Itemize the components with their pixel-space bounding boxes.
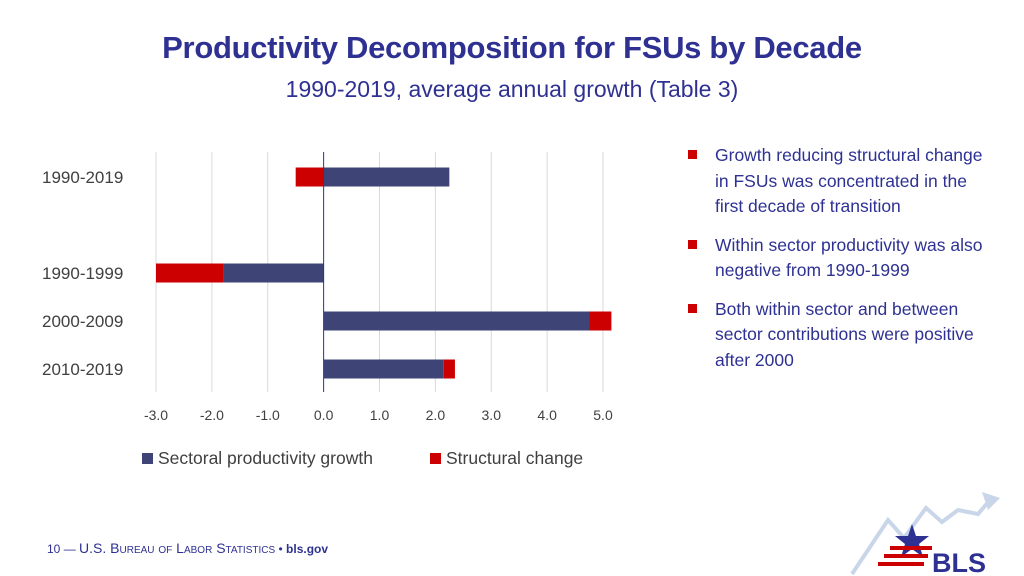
agency-name: U.S. Bureau of Labor Statistics <box>79 540 276 556</box>
axes: -3.0 -2.0 -1.0 0.0 1.0 2.0 3.0 4.0 5.0 1990-2019 1… <box>42 152 613 423</box>
bar-structural-change <box>156 263 224 283</box>
x-tick-label: 1.0 <box>370 407 390 423</box>
x-tick-label: 3.0 <box>482 407 502 423</box>
bullet-square-icon <box>688 303 697 313</box>
category-label: 2000-2009 <box>42 312 123 331</box>
footer-separator: • <box>278 542 283 556</box>
bullet-item: Within sector productivity was also nega… <box>686 233 986 284</box>
x-tick-label: 0.0 <box>314 407 334 423</box>
bullet-text: Both within sector and between sector co… <box>715 298 974 370</box>
bar-sectoral-productivity <box>323 359 444 379</box>
x-tick-label: 5.0 <box>593 407 613 423</box>
logo-arrow-head <box>982 492 1000 510</box>
category-label: 2010-2019 <box>42 360 123 379</box>
logo-stripe <box>878 562 924 566</box>
x-tick-label: 4.0 <box>537 407 557 423</box>
category-label: 1990-2019 <box>42 168 123 187</box>
bullet-square-icon <box>688 150 697 159</box>
chart-legend: Sectoral productivity growth Structural c… <box>142 448 583 468</box>
x-tick-label: 2.0 <box>426 407 446 423</box>
legend-label: Sectoral productivity growth <box>158 448 373 468</box>
footer: 10 — U.S. Bureau of Labor Statistics • b… <box>47 540 328 556</box>
logo-star-icon <box>895 524 929 557</box>
bullet-text: Growth reducing structural change in FSU… <box>715 145 983 216</box>
bullet-item: Both within sector and between sector co… <box>686 297 986 374</box>
bullet-square-icon <box>688 239 697 249</box>
page-title: Productivity Decomposition for FSUs by D… <box>162 30 862 65</box>
bullet-text: Within sector productivity was also nega… <box>715 234 983 281</box>
page-number: 10 <box>47 542 61 556</box>
logo-trend-line <box>850 498 992 576</box>
bars <box>156 167 612 379</box>
site-link[interactable]: bls.gov <box>286 542 329 556</box>
bar-structural-change <box>295 167 324 187</box>
bar-sectoral-productivity <box>323 167 450 187</box>
logo-text: BLS <box>932 548 986 576</box>
x-tick-label: -3.0 <box>144 407 168 423</box>
bar-sectoral-productivity <box>323 311 590 331</box>
legend-label: Structural change <box>446 448 583 468</box>
logo-stripe <box>884 554 928 558</box>
bar-structural-change <box>443 359 455 379</box>
bar-sectoral-productivity <box>223 263 324 283</box>
stacked-bar-chart: -3.0 -2.0 -1.0 0.0 1.0 2.0 3.0 4.0 5.0 1990-2019 1… <box>42 152 613 468</box>
legend-swatch <box>142 453 153 464</box>
page-subtitle: 1990-2019, average annual growth (Table … <box>285 76 739 102</box>
x-tick-label: -2.0 <box>200 407 224 423</box>
legend-swatch <box>430 453 441 464</box>
logo-stripe <box>890 546 932 550</box>
bullet-item: Growth reducing structural change in FSU… <box>686 143 986 220</box>
bls-logo: BLS <box>850 492 1000 576</box>
footer-dash: — <box>63 542 80 556</box>
bar-structural-change <box>589 311 612 331</box>
category-label: 1990-1999 <box>42 264 123 283</box>
bullet-list: Growth reducing structural change in FSU… <box>686 143 986 386</box>
x-tick-label: -1.0 <box>256 407 280 423</box>
